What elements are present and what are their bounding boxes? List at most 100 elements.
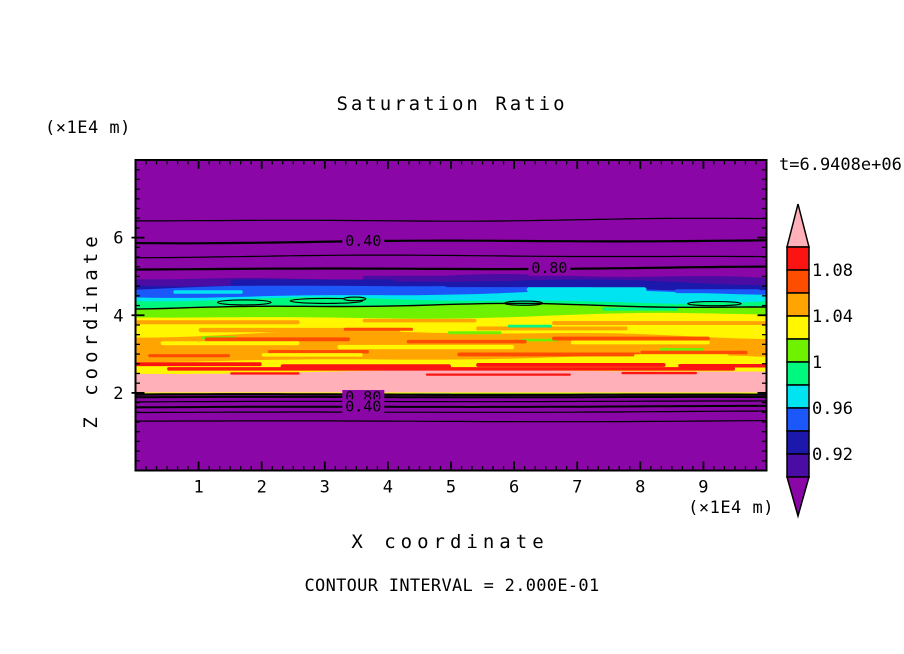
axes-layer: 1 2 3 4 5 6 7 8 9 2 4 6 [113,159,768,498]
stripe-yellow [135,392,767,394]
time-annotation: t=6.9408e+06 [779,155,902,175]
streak-springgreen [602,307,679,311]
streak-chartreuse [520,338,559,342]
streak-red [230,372,300,375]
streaks-layer [135,275,767,395]
contour-line [135,404,766,409]
streak-orangered [406,339,527,344]
streak-chartreuse [447,331,502,335]
streak-chartreuse [659,348,704,351]
colorbar-segment-indigo [786,453,810,478]
contour-line [135,254,766,259]
y-axis-title: Z coordinate [80,231,102,428]
colorbar-segment-springgreen [786,361,810,386]
fill-band-pink [135,370,767,393]
contour-loop [216,299,272,306]
streak-yellow [337,344,515,350]
contour-loop [687,300,742,307]
colorbar-tick-label: 1.04 [812,307,853,327]
streak-orangered [148,354,231,358]
streak-orange [476,326,628,331]
colorbar-above-range-arrow [786,203,810,248]
x-tick-label: 1 [193,478,203,498]
streak-yellow [160,341,300,346]
streak-yellow [570,340,710,345]
colorbar-tick-label: 1.08 [812,261,853,281]
y-axis-unit-label: (×1E4 m) [45,118,131,138]
contour-line [135,265,766,271]
colorbar-tick-label: 0.96 [812,399,853,419]
streak-red [621,371,698,375]
contour-line [135,393,766,396]
x-tick-label: 2 [257,478,267,498]
streak-springgreen [507,324,552,328]
contour-line [135,302,766,310]
y-tick-label: 6 [113,229,123,249]
streak-indigo [362,275,515,282]
axis-ticks: 1 2 3 4 5 6 7 8 9 2 4 6 [113,160,767,498]
streak-yellow [634,354,729,358]
x-tick-label: 9 [698,478,708,498]
x-axis-unit-label: (×1E4 m) [688,498,774,518]
streak-red [135,362,262,367]
contour-label-bg [342,234,385,249]
x-tick-label: 8 [635,478,645,498]
colorbar-segment-orange [786,292,810,317]
streak-orangered [552,336,710,341]
contour-loop [343,296,367,302]
streak-navy [230,279,395,286]
streak-orangered [640,350,748,355]
contour-line [135,420,766,423]
contour-label: 0.40 [345,397,381,415]
contour-label-bg [342,399,385,415]
contour-line [135,217,766,222]
streak-orange [552,321,767,325]
streak-navy [444,282,584,288]
x-tick-label: 5 [446,478,456,498]
chart-title: Saturation Ratio [336,93,567,115]
colorbar-segment-cyan [786,384,810,409]
contour-line [135,410,766,414]
streak-red [167,367,736,371]
colorbar-tick-label: 0.92 [812,445,853,465]
streak-yellow [261,353,363,357]
plot-area: 0.400.800.800.40 [135,160,767,471]
colorbar-segment-red [786,246,810,271]
colorbar-segment-yellow [786,315,810,340]
streak-cyan [526,287,647,292]
colorbar-segment-navy [786,430,810,455]
plot-frame [134,159,768,472]
streak-red [425,373,571,376]
contour-lines-layer: 0.400.800.800.40 [135,217,766,423]
y-tick-label: 4 [113,306,123,326]
streak-red [678,364,767,368]
x-tick-label: 6 [509,478,519,498]
contour-line [135,239,766,245]
colorbar: 1.08 1.04 1 0.96 0.92 [786,203,853,519]
colorbar-segment-blue [786,407,810,432]
streak-orangered [204,337,350,342]
contour-line [135,400,766,403]
x-tick-label: 4 [383,478,393,498]
colorbar-tick-label: 1 [812,353,822,373]
streak-orangered [457,352,641,357]
colorbar-segment-orangered [786,269,810,294]
x-axis-title: X coordinate [351,531,548,553]
contour-label: 0.40 [345,232,381,250]
contour-label-bg [528,260,571,276]
contour-interval-caption: CONTOUR INTERVAL = 2.000E-01 [305,576,600,596]
contour-label: 0.80 [531,259,567,277]
streak-orange [135,320,300,325]
streak-cyan [173,290,243,294]
streak-orangered [268,350,369,354]
streak-blue [675,289,761,294]
streak-orange [362,318,477,323]
y-tick-label: 2 [113,384,123,404]
colorbar-segment-chartreuse [786,338,810,363]
x-tick-label: 3 [320,478,330,498]
colorbar-below-range-arrow [786,476,810,519]
streak-red [476,363,666,367]
x-tick-label: 7 [572,478,582,498]
streak-orangered [343,327,414,331]
